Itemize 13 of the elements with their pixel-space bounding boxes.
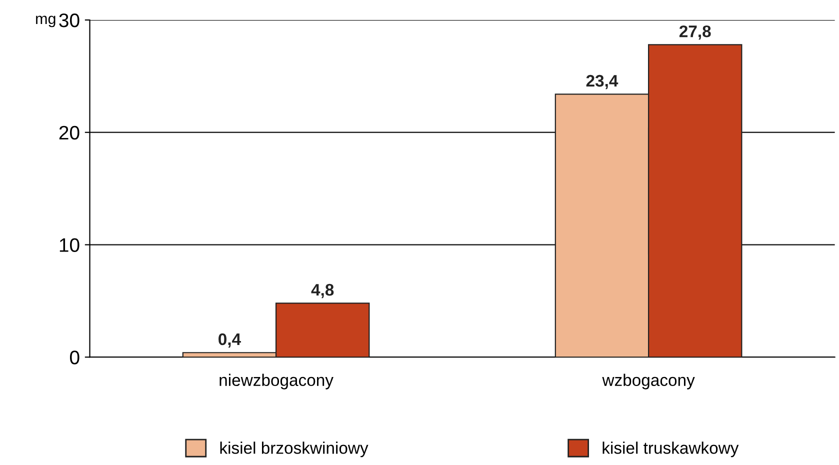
legend-label: kisiel truskawkowy [602, 442, 739, 458]
legend-label: kisiel brzoskwiniowy [220, 442, 368, 458]
data-label: 0,4 [218, 333, 241, 348]
data-label: 27,8 [679, 25, 711, 40]
y-tick-label: 0 [70, 350, 80, 364]
y-tick-label: 20 [59, 126, 80, 140]
data-label: 4,8 [311, 284, 334, 298]
x-tick-label: niewzbogacony [220, 374, 334, 390]
data-label: 23,4 [586, 74, 618, 90]
x-tick-label: wzbogacony [602, 374, 695, 390]
y-tick-label: 30 [59, 13, 80, 28]
y-tick-label: 10 [60, 238, 80, 252]
y-axis-title: mg [36, 16, 56, 28]
